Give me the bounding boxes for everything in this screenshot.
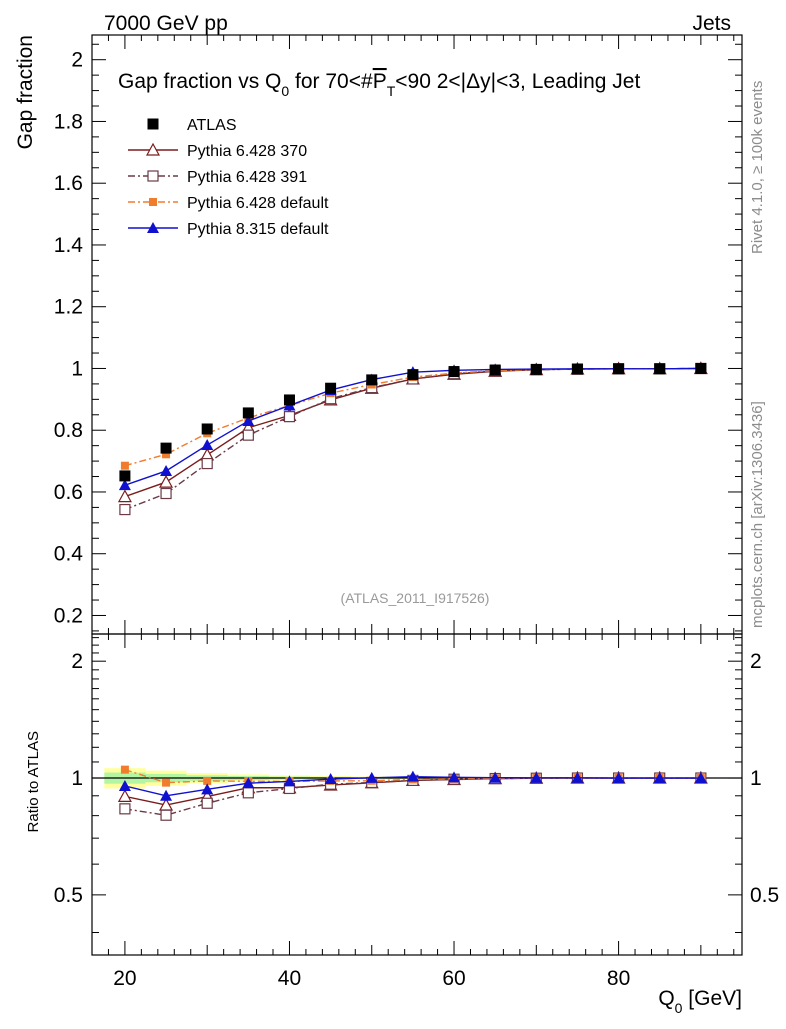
main-data-point-2 bbox=[120, 505, 130, 515]
main-data-point-0 bbox=[490, 365, 501, 376]
main-data-point-0 bbox=[366, 374, 377, 385]
main-y-tick-label: 1.8 bbox=[54, 110, 83, 133]
ratio-data-point-1 bbox=[120, 804, 130, 814]
ratio-y-tick-label: 0.5 bbox=[54, 884, 83, 907]
legend-label-1: Pythia 6.428 370 bbox=[187, 143, 307, 160]
ratio-data-point-1 bbox=[243, 788, 253, 798]
main-data-point-0 bbox=[243, 407, 254, 418]
main-series-line-2 bbox=[125, 368, 701, 509]
ratio-y-tick-label-right: 2 bbox=[750, 650, 762, 673]
main-data-point-0 bbox=[407, 369, 418, 380]
x-tick-label: 40 bbox=[278, 967, 301, 990]
legend-label-0: ATLAS bbox=[187, 117, 237, 134]
main-data-point-2 bbox=[161, 489, 171, 499]
main-data-point-1 bbox=[119, 491, 131, 502]
main-title: Gap fraction vs Q0 for 70<#PT<90 2<|Δy|<… bbox=[118, 70, 640, 99]
main-data-point-0 bbox=[202, 423, 213, 434]
legend-marker-3 bbox=[149, 198, 157, 206]
ratio-y-tick-label: 2 bbox=[71, 650, 83, 673]
main-data-point-0 bbox=[654, 363, 665, 374]
main-y-tick-label: 0.4 bbox=[54, 543, 84, 566]
main-data-point-0 bbox=[531, 364, 542, 375]
legend-label-4: Pythia 8.315 default bbox=[187, 221, 329, 238]
main-y-axis-label: Gap fraction bbox=[14, 35, 37, 149]
main-data-point-0 bbox=[161, 443, 172, 454]
main-data-point-0 bbox=[449, 366, 460, 377]
x-tick-label: 60 bbox=[442, 967, 465, 990]
main-data-point-2 bbox=[284, 412, 294, 422]
rivet-version-text: Rivet 4.1.0, ≥ 100k events bbox=[749, 81, 766, 254]
ratio-data-point-2 bbox=[121, 766, 129, 774]
x-axis-label: Q0 [GeV] bbox=[658, 987, 742, 1016]
main-y-tick-label: 0.8 bbox=[54, 419, 83, 442]
main-data-point-2 bbox=[243, 430, 253, 440]
main-data-point-0 bbox=[284, 394, 295, 405]
main-data-point-0 bbox=[695, 363, 706, 374]
main-y-tick-label: 1.4 bbox=[54, 234, 84, 257]
main-y-tick-label: 2 bbox=[71, 49, 83, 72]
ratio-y-tick-label-right: 0.5 bbox=[750, 884, 779, 907]
x-tick-label: 80 bbox=[607, 967, 630, 990]
legend-marker-0 bbox=[148, 119, 159, 130]
ratio-data-point-1 bbox=[202, 798, 212, 808]
main-y-tick-label: 0.6 bbox=[54, 481, 83, 504]
ratio-y-tick-label-right: 1 bbox=[750, 767, 762, 790]
header-right: Jets bbox=[692, 12, 731, 35]
ratio-plot-frame bbox=[92, 634, 742, 955]
main-y-tick-label: 1 bbox=[71, 357, 83, 380]
main-data-point-4 bbox=[201, 439, 213, 450]
main-data-point-0 bbox=[572, 364, 583, 375]
main-y-tick-label: 0.2 bbox=[54, 604, 83, 627]
main-y-tick-label: 1.6 bbox=[54, 172, 83, 195]
ratio-data-point-2 bbox=[162, 779, 170, 787]
main-data-point-2 bbox=[202, 459, 212, 469]
x-tick-label: 20 bbox=[113, 967, 136, 990]
legend-label-3: Pythia 6.428 default bbox=[187, 195, 329, 212]
main-data-point-0 bbox=[119, 470, 130, 481]
ratio-data-point-0 bbox=[119, 790, 131, 801]
main-data-point-1 bbox=[160, 476, 172, 487]
ratio-data-point-1 bbox=[161, 810, 171, 820]
mcplots-url-text: mcplots.cern.ch [arXiv:1306.3436] bbox=[749, 401, 766, 628]
ratio-y-axis-label: Ratio to ATLAS bbox=[25, 731, 42, 832]
main-data-point-0 bbox=[325, 383, 336, 394]
main-data-point-0 bbox=[613, 363, 624, 374]
analysis-watermark: (ATLAS_2011_I917526) bbox=[341, 590, 490, 606]
legend-marker-2 bbox=[148, 171, 158, 181]
main-data-point-3 bbox=[121, 462, 129, 470]
header-left: 7000 GeV pp bbox=[104, 12, 228, 35]
main-data-point-4 bbox=[160, 465, 172, 476]
main-y-tick-label: 1.2 bbox=[54, 296, 83, 319]
ratio-y-tick-label: 1 bbox=[71, 767, 83, 790]
legend-label-2: Pythia 6.428 391 bbox=[187, 169, 307, 186]
